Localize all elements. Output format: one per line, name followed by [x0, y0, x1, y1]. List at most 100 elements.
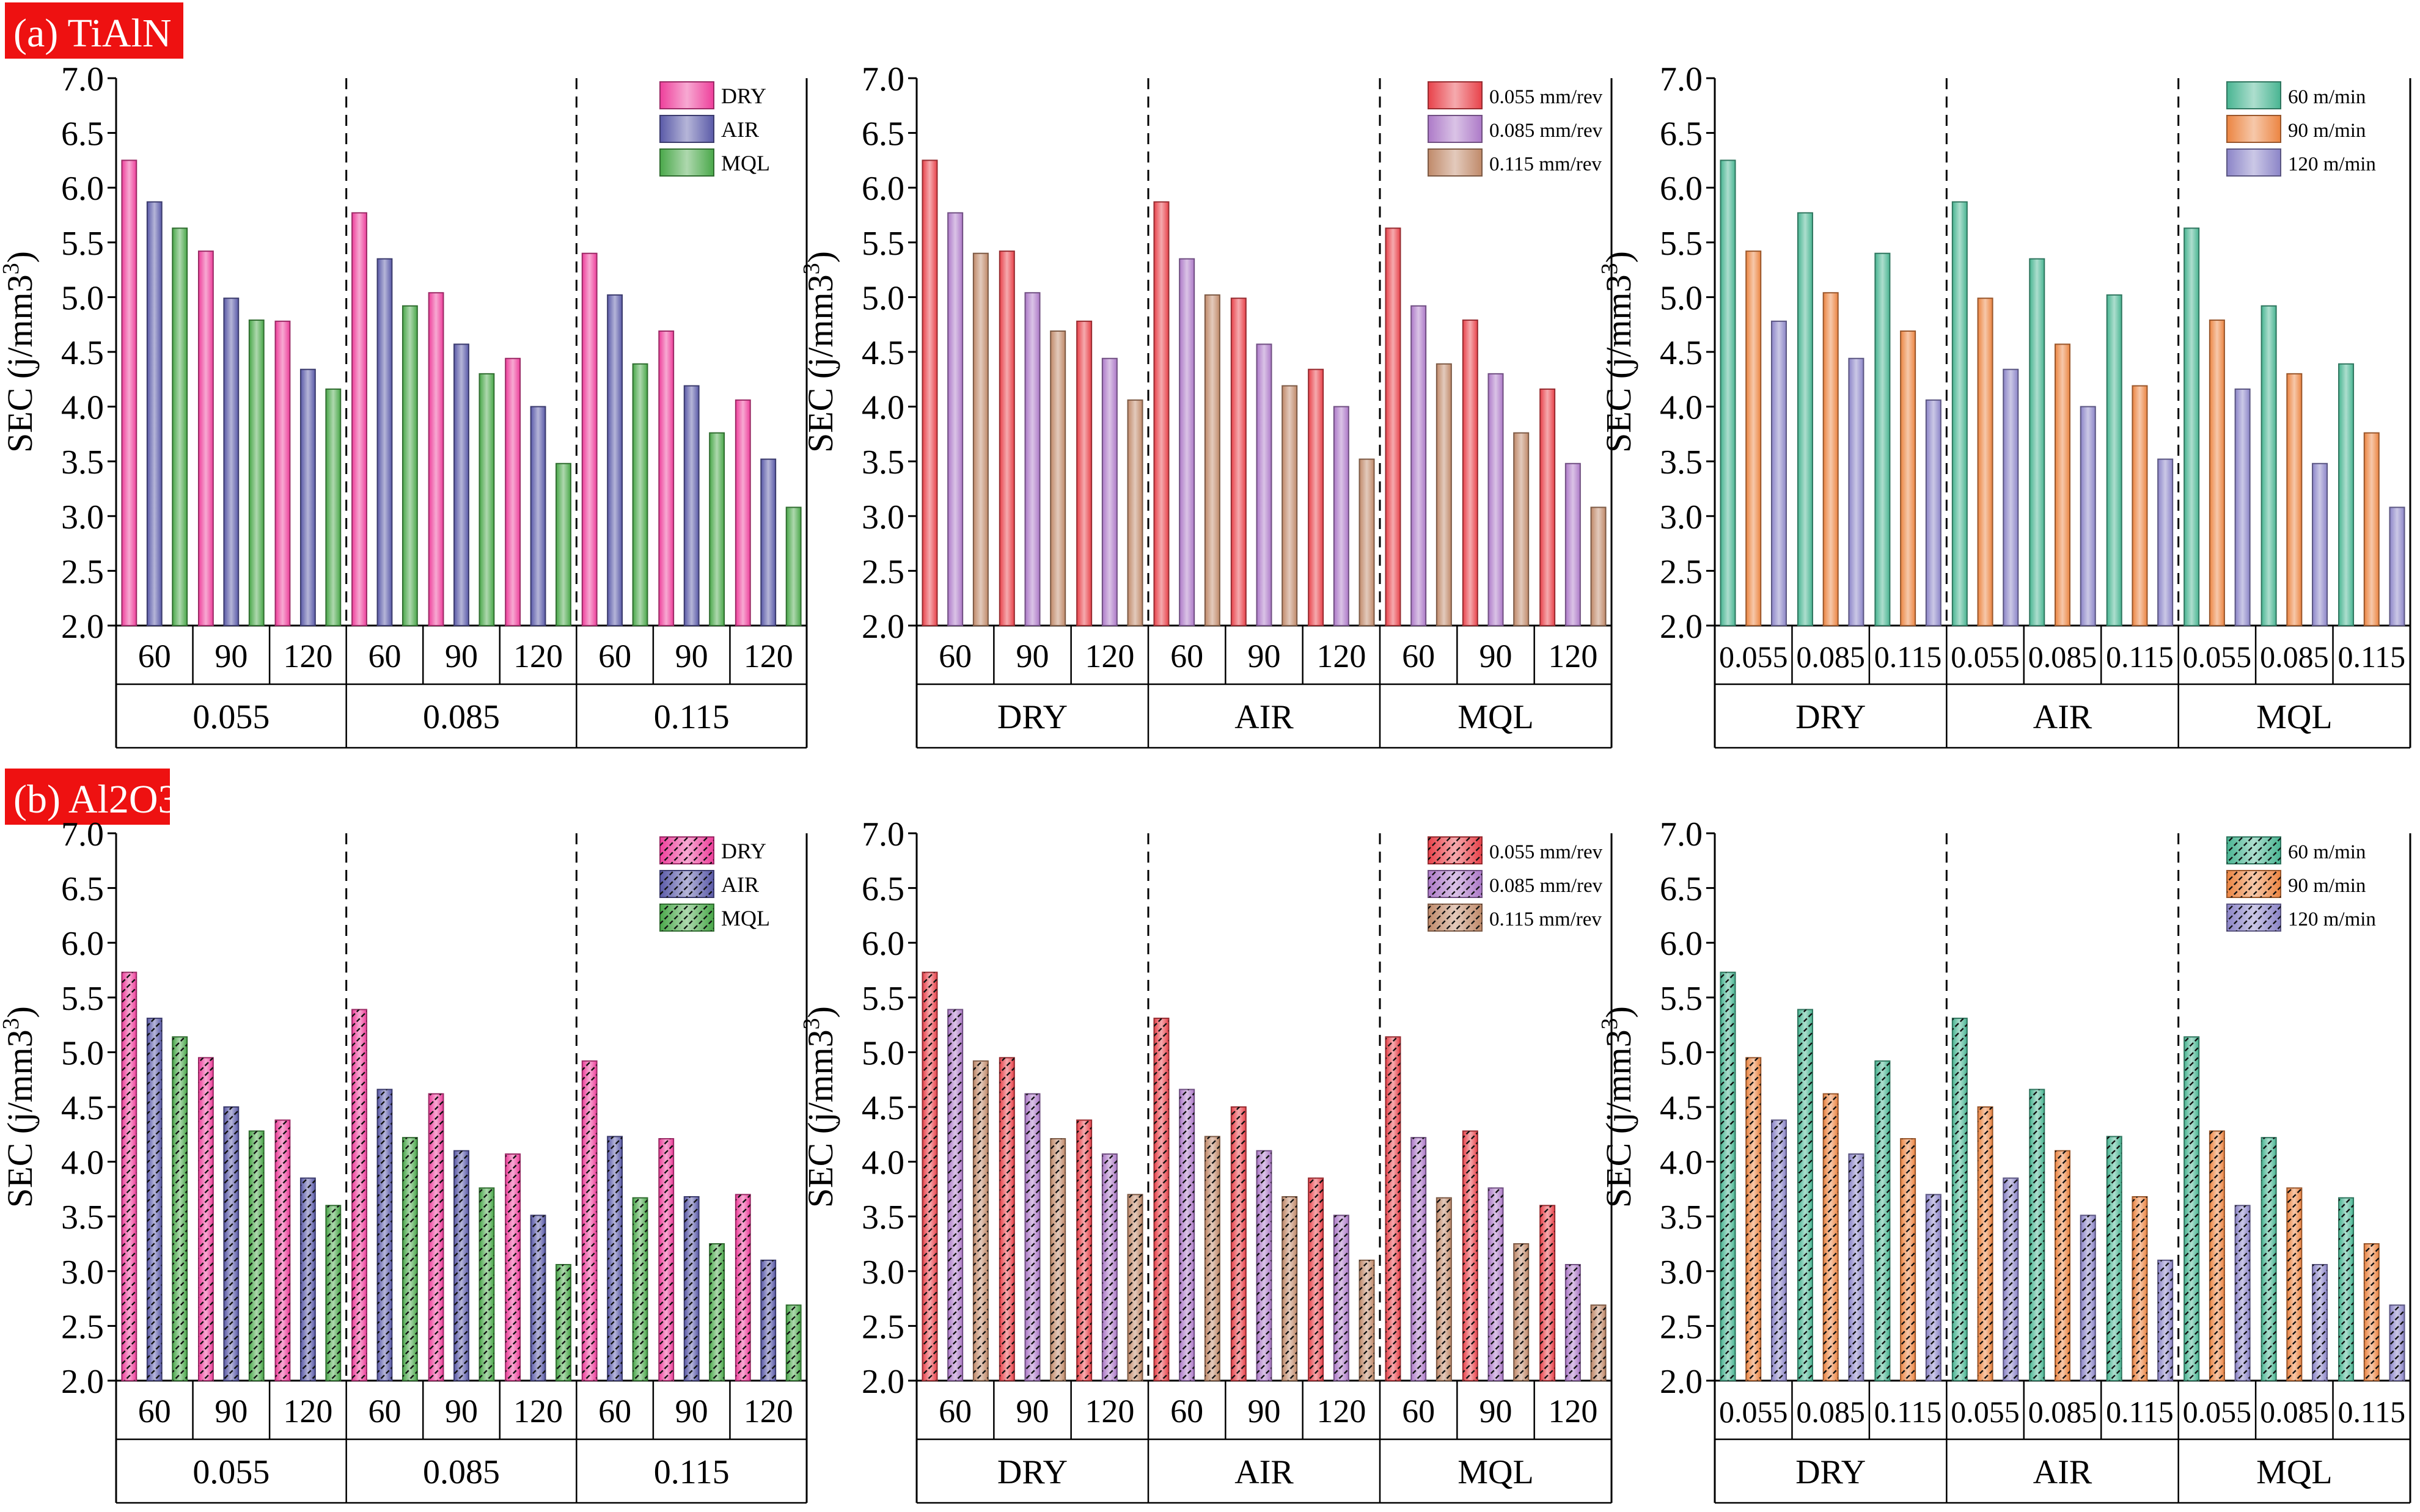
bar [1410, 305, 1427, 626]
y-tick-label: 4.0 [61, 389, 104, 427]
bar-hatch [377, 1089, 392, 1381]
bar [172, 227, 188, 626]
x-inner-label: 90 [445, 638, 478, 674]
x-inner-label: 120 [283, 1393, 332, 1430]
legend-label: 0.115 mm/rev [1489, 153, 1602, 175]
x-inner-label: 60 [138, 1393, 171, 1430]
legend-swatch-hatch [660, 904, 714, 931]
bar [922, 159, 938, 626]
x-inner-label: 0.115 [2338, 1395, 2405, 1429]
x-inner-label: 60 [368, 1393, 401, 1430]
x-inner-label: 60 [1170, 1393, 1203, 1430]
bar [1977, 298, 1993, 626]
x-outer-label: 0.115 [654, 698, 730, 736]
y-tick-label: 5.0 [862, 1034, 904, 1072]
y-tick-label: 2.0 [61, 1363, 104, 1401]
x-inner-label: 60 [598, 638, 631, 674]
bar [1256, 343, 1272, 626]
bar [709, 432, 725, 626]
bar-hatch [2364, 1244, 2379, 1381]
bar-hatch [1488, 1188, 1503, 1381]
bar-hatch [402, 1138, 417, 1381]
bar-hatch [1385, 1037, 1401, 1381]
y-tick-label: 4.0 [862, 389, 904, 427]
bar [1797, 212, 1813, 626]
legend-label: 60 m/min [2288, 86, 2366, 108]
bar-hatch [2184, 1037, 2199, 1381]
chart-a1: 2.0 2.5 3.0 3.5 4.0 4.5 5.0 5.5 6.0 6.5 7.0 SEC (j/… [0, 60, 808, 749]
bar [1770, 320, 1787, 626]
bar [658, 330, 675, 627]
bar-hatch [659, 1138, 674, 1381]
legend-swatch [2226, 81, 2281, 109]
bar [351, 212, 367, 626]
bar-hatch [1102, 1154, 1117, 1381]
y-axis-label: SEC (j/mm33) [1597, 251, 1638, 453]
bar-hatch [2339, 1197, 2354, 1381]
y-tick-label: 2.0 [862, 608, 904, 646]
bar-hatch [530, 1215, 546, 1381]
bar-hatch [1565, 1265, 1580, 1381]
x-inner-label: 120 [1085, 638, 1134, 674]
bar [2106, 294, 2122, 627]
x-inner-label: 0.055 [1719, 1395, 1788, 1429]
y-tick-label: 5.5 [61, 980, 104, 1018]
bar-hatch [1128, 1194, 1143, 1381]
bar-hatch [428, 1094, 444, 1381]
bar-hatch [1154, 1018, 1169, 1381]
bar [556, 462, 571, 626]
panel-label-b-text: (b) Al2O3 [13, 777, 178, 822]
x-inner-label: 0.085 [1796, 640, 1865, 674]
x-outer-label: DRY [1795, 698, 1866, 736]
x-outer-label: MQL [2256, 698, 2332, 736]
bar-hatch [1797, 1009, 1813, 1381]
y-axis-label: SEC (j/mm33) [1597, 1006, 1638, 1208]
bar [453, 343, 469, 626]
x-inner-label: 0.055 [2183, 1395, 2252, 1429]
bar-hatch [2080, 1215, 2096, 1381]
x-inner-label: 90 [1016, 1393, 1049, 1430]
bar-hatch [1282, 1196, 1297, 1381]
bar [2234, 388, 2251, 626]
x-outer-label: AIR [2033, 1453, 2092, 1491]
y-tick-label: 5.0 [61, 279, 104, 317]
bar [1539, 388, 1556, 626]
y-tick-label: 3.0 [862, 499, 904, 536]
bar-hatch [710, 1244, 725, 1381]
panel-label-b-bg [5, 769, 170, 825]
bar-hatch [300, 1178, 315, 1381]
y-axis-label-close: ) [801, 251, 840, 263]
y-tick-label: 6.5 [1660, 115, 1703, 153]
legend-label: 90 m/min [2288, 120, 2366, 142]
bar [479, 373, 495, 627]
chart-a2: 2.0 2.5 3.0 3.5 4.0 4.5 5.0 5.5 6.0 6.5 7.0 SEC (j/… [799, 60, 1613, 749]
y-tick-label: 3.5 [1660, 444, 1703, 481]
x-inner-label: 120 [1316, 638, 1366, 674]
bar-hatch [1746, 1057, 1761, 1381]
y-axis-label: SEC (j/mm33) [0, 1006, 40, 1208]
y-tick-label: 6.0 [61, 925, 104, 963]
y-axis-label-superscript: 3 [799, 263, 824, 274]
y-tick-label: 3.5 [862, 444, 904, 481]
bar [1590, 506, 1607, 626]
bar [1385, 227, 1401, 626]
y-tick-label: 4.0 [1660, 1144, 1703, 1182]
legend-swatch-hatch [1428, 837, 1482, 864]
y-axis-label-superscript: 3 [1597, 263, 1623, 274]
legend-swatch [1428, 81, 1483, 109]
bar-hatch [1359, 1260, 1374, 1381]
x-outer-label: AIR [1234, 1453, 1294, 1491]
y-tick-label: 6.5 [862, 871, 904, 908]
legend-label: 60 m/min [2288, 841, 2366, 863]
chart-b2: 2.0 2.5 3.0 3.5 4.0 4.5 5.0 5.5 6.0 6.5 7.0 SEC (j/… [799, 816, 1613, 1504]
y-tick-label: 2.5 [1660, 1308, 1703, 1346]
bar [274, 320, 291, 626]
bar-hatch [1025, 1094, 1040, 1381]
bar-hatch [224, 1107, 239, 1381]
x-inner-label: 120 [1085, 1393, 1134, 1430]
x-inner-label: 90 [675, 1393, 708, 1430]
y-tick-label: 3.0 [61, 1254, 104, 1291]
bar-hatch [1308, 1178, 1324, 1381]
bar-hatch [1823, 1094, 1838, 1381]
